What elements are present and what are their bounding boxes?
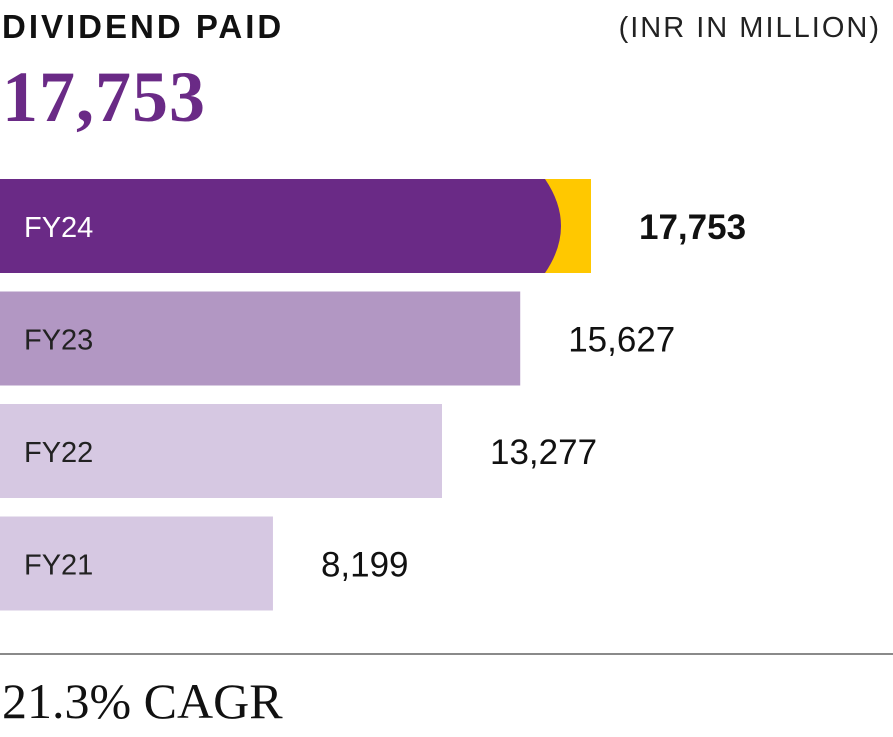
value-label-fy24: 17,753 <box>639 208 746 247</box>
category-label-fy23: FY23 <box>24 325 93 357</box>
chart-title: DIVIDEND PAID <box>2 8 285 45</box>
bar-fy21 <box>0 516 273 611</box>
category-label-fy22: FY22 <box>24 437 93 469</box>
bar-fy23 <box>0 291 521 386</box>
value-label-fy23: 15,627 <box>568 321 675 360</box>
unit-label: (INR IN MILLION) <box>618 12 881 44</box>
bar-fy24 <box>0 179 561 273</box>
headline-value: 17,753 <box>2 57 206 137</box>
bar-chart: FY24 17,753 FY23 15,627 FY22 13,277 FY21 8,199 <box>0 179 746 611</box>
cagr-label: 21.3% CAGR <box>2 673 283 729</box>
category-label-fy24: FY24 <box>24 212 93 244</box>
divider <box>0 653 893 655</box>
bar-fy22 <box>0 404 442 498</box>
value-label-fy21: 8,199 <box>321 546 409 585</box>
value-label-fy22: 13,277 <box>490 433 597 472</box>
category-label-fy21: FY21 <box>24 550 93 582</box>
